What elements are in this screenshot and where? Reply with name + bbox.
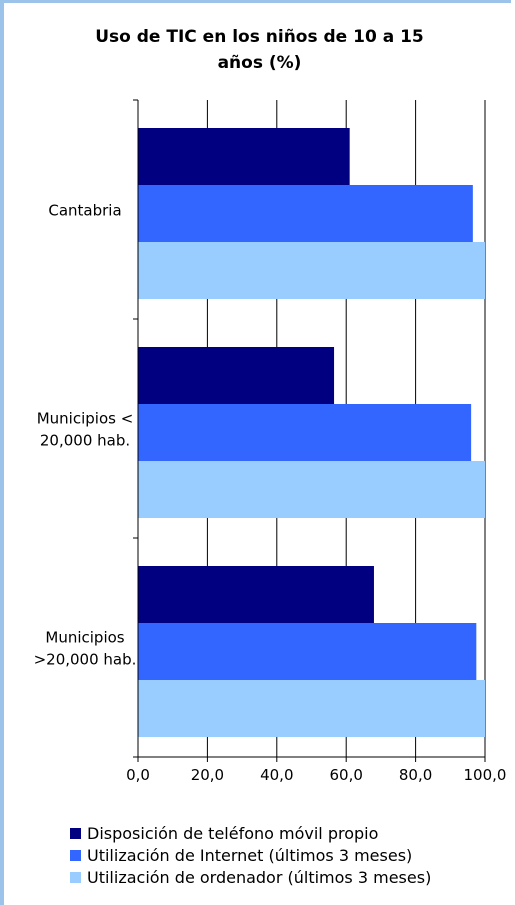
chart-title-line-1: Uso de TIC en los niños de 10 a 15	[95, 27, 424, 47]
legend: Disposición de teléfono móvil propio Uti…	[70, 822, 431, 888]
bar-mobile	[138, 128, 350, 185]
legend-label-mobile: Disposición de teléfono móvil propio	[87, 823, 379, 843]
category-label: Cantabria	[48, 202, 121, 220]
legend-swatch-mobile	[70, 827, 81, 839]
x-tick-label: 40,0	[260, 766, 293, 784]
bar-internet	[138, 185, 473, 242]
bar-internet	[138, 623, 477, 680]
bar-computer	[138, 242, 485, 299]
category-label: 20,000 hab.	[40, 432, 130, 450]
bar-mobile	[138, 566, 374, 623]
category-label: >20,000 hab.	[34, 651, 137, 669]
legend-label-internet: Utilización de Internet (últimos 3 meses…	[87, 845, 413, 865]
category-label: Municipios	[45, 629, 124, 647]
x-tick-label: 80,0	[399, 766, 432, 784]
x-tick-label: 60,0	[329, 766, 362, 784]
x-tick-label: 20,0	[191, 766, 224, 784]
bar-computer	[138, 461, 485, 518]
legend-swatch-internet	[70, 849, 81, 861]
legend-item-mobile: Disposición de teléfono móvil propio	[70, 822, 431, 844]
legend-item-internet: Utilización de Internet (últimos 3 meses…	[70, 844, 431, 866]
legend-label-computer: Utilización de ordenador (últimos 3 mese…	[87, 867, 432, 887]
x-tick-label: 100,0	[464, 766, 507, 784]
x-tick-label: 0,0	[126, 766, 150, 784]
category-label: Municipios <	[37, 410, 134, 428]
chart-title-line-2: años (%)	[217, 53, 302, 73]
chart-title: Uso de TIC en los niños de 10 a 15 años …	[4, 24, 515, 76]
bar-mobile	[138, 347, 335, 404]
bar-computer	[138, 680, 485, 737]
legend-swatch-computer	[70, 871, 81, 883]
legend-item-computer: Utilización de ordenador (últimos 3 mese…	[70, 866, 431, 888]
bar-internet	[138, 404, 472, 461]
